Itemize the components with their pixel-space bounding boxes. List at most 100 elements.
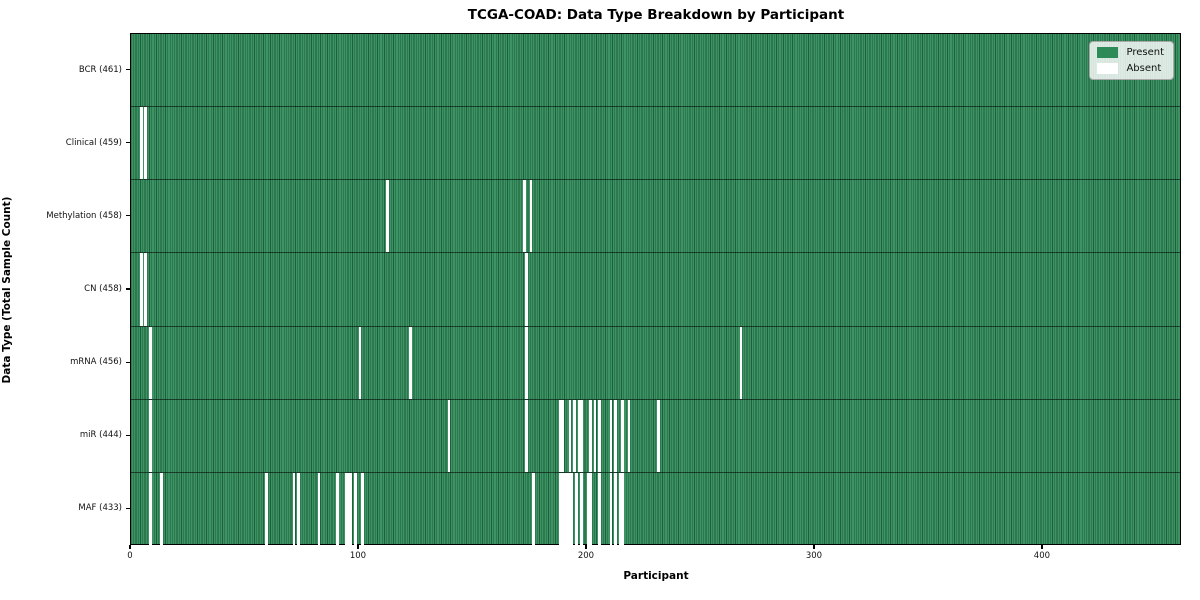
absent-stripe — [614, 399, 617, 472]
absent-stripe — [579, 472, 583, 546]
absent-stripe — [589, 399, 592, 472]
x-tick-label-100: 100 — [349, 551, 367, 561]
x-tick-label-400: 400 — [1033, 551, 1051, 561]
absent-stripe — [160, 472, 164, 546]
absent-stripe — [335, 472, 339, 546]
absent-stripe — [354, 472, 357, 546]
heatmap-row-maf — [131, 472, 1180, 546]
absent-stripe — [265, 472, 268, 546]
absent-stripe — [586, 472, 590, 546]
absent-stripe — [292, 472, 296, 546]
absent-stripe — [739, 326, 743, 399]
y-tick-label-clinical: Clinical (459) — [65, 137, 122, 148]
absent-stripe — [386, 180, 389, 253]
x-axis-label: Participant — [623, 570, 689, 582]
absent-stripe — [144, 107, 148, 180]
x-tick-mark — [1041, 545, 1043, 549]
absent-stripe — [609, 399, 613, 472]
absent-stripe — [561, 399, 565, 472]
y-tick-mark — [126, 288, 130, 290]
absent-stripe — [349, 472, 353, 546]
absent-stripe — [593, 399, 597, 472]
absent-stripe — [568, 399, 572, 472]
absent-stripe — [347, 472, 351, 546]
absent-stripe — [447, 399, 451, 472]
absent-stripe — [522, 180, 526, 253]
absent-stripe — [532, 472, 535, 546]
absent-stripe — [609, 472, 613, 546]
x-tick-label-0: 0 — [127, 551, 133, 561]
absent-stripe — [620, 399, 624, 472]
absent-stripe — [570, 472, 574, 546]
absent-stripe — [568, 472, 572, 546]
absent-stripe — [149, 472, 152, 546]
heatmap-row-mir — [131, 399, 1180, 473]
y-tick-label-mrna: mRNA (456) — [70, 357, 122, 368]
absent-stripe — [598, 399, 601, 472]
legend-label: Absent — [1126, 63, 1162, 74]
absent-stripe — [358, 326, 362, 399]
absent-stripe — [573, 399, 576, 472]
chart-title: TCGA-COAD: Data Type Breakdown by Partic… — [467, 7, 845, 23]
absent-stripe — [566, 472, 569, 546]
absent-stripe — [559, 472, 563, 546]
absent-stripe — [297, 472, 300, 546]
legend-swatch-present — [1097, 47, 1119, 58]
absent-stripe — [627, 399, 631, 472]
absent-stripe — [149, 399, 152, 472]
absent-stripe — [618, 472, 622, 546]
x-tick-mark — [357, 545, 359, 549]
absent-stripe — [589, 472, 592, 546]
heatmap-row-bcr — [131, 34, 1180, 108]
y-tick-label-bcr: BCR (461) — [78, 64, 122, 75]
absent-stripe — [361, 472, 364, 546]
absent-stripe — [614, 472, 617, 546]
absent-stripe — [598, 472, 601, 546]
x-tick-label-300: 300 — [805, 551, 823, 561]
absent-stripe — [317, 472, 321, 546]
absent-stripe — [559, 399, 563, 472]
y-tick-mark — [126, 434, 130, 436]
absent-stripe — [525, 399, 528, 472]
absent-stripe — [620, 472, 624, 546]
y-tick-mark — [126, 507, 130, 510]
absent-stripe — [139, 253, 143, 326]
absent-stripe — [144, 253, 148, 326]
legend-swatch-absent — [1097, 63, 1119, 74]
absent-stripe — [139, 107, 143, 180]
absent-stripe — [563, 472, 567, 546]
x-tick-mark — [813, 545, 815, 549]
heatmap-row-clinical — [131, 107, 1180, 181]
y-tick-label-cn: CN (458) — [84, 284, 122, 294]
legend-item-absent: Absent — [1097, 63, 1164, 74]
y-tick-label-maf: MAF (433) — [78, 503, 122, 514]
y-tick-label-mir: miR (444) — [79, 430, 122, 441]
absent-stripe — [529, 180, 533, 253]
absent-stripe — [525, 326, 528, 399]
absent-stripe — [657, 399, 661, 472]
y-tick-mark — [126, 215, 130, 217]
y-tick-mark — [126, 68, 130, 71]
x-tick-mark — [585, 545, 587, 549]
absent-stripe — [525, 253, 528, 326]
absent-stripe — [149, 326, 152, 399]
heatmap-row-mrna — [131, 326, 1180, 400]
absent-stripe — [575, 472, 579, 546]
absent-stripe — [561, 472, 565, 546]
y-tick-mark — [126, 361, 130, 363]
y-tick-mark — [126, 142, 130, 144]
legend: Present Absent — [1089, 41, 1174, 80]
absent-stripe — [408, 326, 412, 399]
x-tick-mark — [129, 545, 131, 549]
heatmap-row-cn — [131, 253, 1180, 327]
heatmap-row-methylation — [131, 180, 1180, 254]
absent-stripe — [579, 399, 583, 472]
x-tick-label-200: 200 — [577, 551, 595, 561]
legend-label: Present — [1126, 47, 1164, 58]
absent-stripe — [345, 472, 348, 546]
legend-item-present: Present — [1097, 47, 1164, 58]
plot-area: Present Absent — [130, 33, 1181, 546]
absent-stripe — [577, 399, 581, 472]
y-tick-label-methylation: Methylation (458) — [46, 210, 122, 221]
